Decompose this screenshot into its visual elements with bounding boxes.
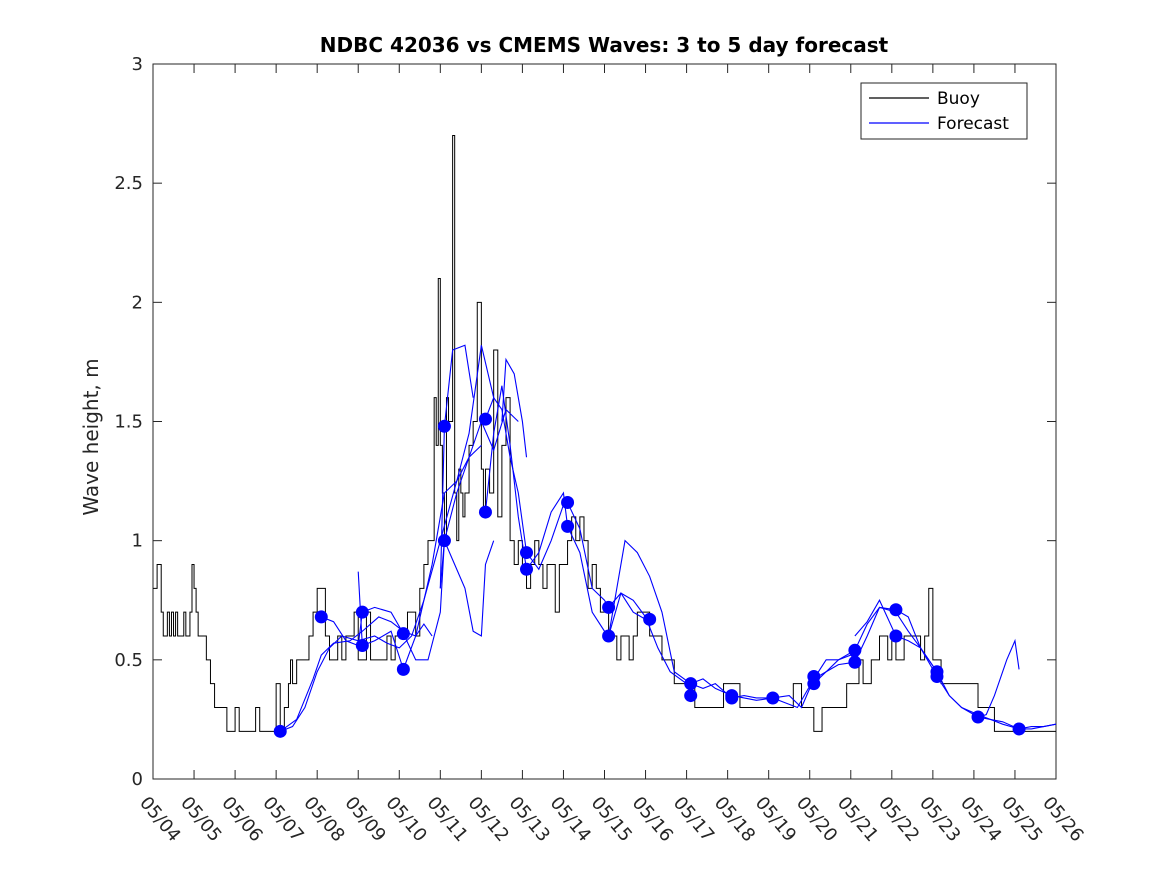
forecast-marker xyxy=(355,605,369,619)
forecast-marker xyxy=(889,603,903,617)
forecast-marker xyxy=(314,610,328,624)
y-tick-label: 0.5 xyxy=(114,650,143,671)
forecast-marker xyxy=(848,643,862,657)
forecast-marker xyxy=(643,612,657,626)
legend-label: Buoy xyxy=(937,89,980,109)
legend-box xyxy=(860,82,1028,140)
legend: Buoy Forecast xyxy=(860,82,1028,140)
forecast-marker xyxy=(396,627,410,641)
forecast-marker xyxy=(355,639,369,653)
forecast-marker xyxy=(1012,722,1026,736)
forecast-marker xyxy=(725,691,739,705)
forecast-marker xyxy=(396,662,410,676)
forecast-marker xyxy=(602,629,616,643)
y-tick-label: 2.5 xyxy=(114,173,143,194)
forecast-marker xyxy=(971,710,985,724)
y-tick-label: 1.5 xyxy=(114,412,143,433)
forecast-line xyxy=(501,357,528,458)
forecast-marker xyxy=(684,677,698,691)
forecast-marker xyxy=(437,534,451,548)
legend-label: Forecast xyxy=(937,114,1009,134)
forecast-line xyxy=(977,638,1020,718)
forecast-marker xyxy=(520,546,534,560)
forecast-marker xyxy=(807,677,821,691)
y-tick-label: 0 xyxy=(132,769,143,790)
forecast-marker xyxy=(766,691,780,705)
forecast-line xyxy=(484,385,687,685)
forecast-marker xyxy=(520,562,534,576)
y-axis-label: Wave height, m xyxy=(79,358,103,515)
forecast-marker xyxy=(930,670,944,684)
forecast-line xyxy=(279,345,495,732)
forecast-line xyxy=(280,444,482,732)
buoy-line xyxy=(153,135,1056,732)
forecast-marker xyxy=(478,505,492,519)
forecast-marker xyxy=(684,689,698,703)
forecast-marker xyxy=(602,600,616,614)
forecast-line xyxy=(439,344,474,589)
y-tick-label: 2 xyxy=(132,292,143,313)
forecast-marker xyxy=(848,655,862,669)
chart-title: NDBC 42036 vs CMEMS Waves: 3 to 5 day fo… xyxy=(320,33,889,57)
forecast-marker xyxy=(273,724,287,738)
forecast-marker xyxy=(437,419,451,433)
forecast-marker xyxy=(561,496,575,510)
series-layer xyxy=(153,135,1056,738)
forecast-marker xyxy=(561,519,575,533)
y-tick-label: 3 xyxy=(132,54,143,75)
forecast-marker xyxy=(889,629,903,643)
forecast-marker xyxy=(478,412,492,426)
y-tick-label: 1 xyxy=(132,531,143,552)
